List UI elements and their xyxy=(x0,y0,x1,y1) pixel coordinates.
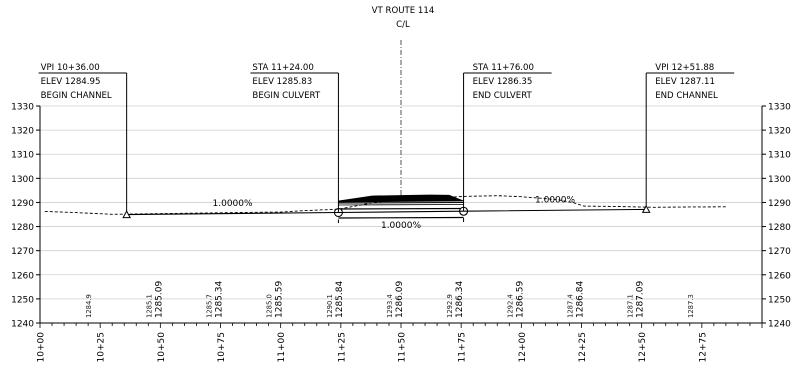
existing-elevation-label: 1293.4 xyxy=(386,294,394,318)
y-tick-label-left: 1260 xyxy=(11,271,34,281)
y-tick-label-left: 1290 xyxy=(11,199,34,209)
existing-elevation-label: 1285.0 xyxy=(266,294,274,318)
culvert-top xyxy=(338,207,464,210)
centerline-label: C/L xyxy=(396,20,410,30)
existing-elevation-label: 1285.1 xyxy=(145,294,153,318)
existing-elevation-label: 1287.3 xyxy=(687,294,695,318)
callout-elevation: ELEV 1284.95 xyxy=(41,77,101,87)
x-tick-label: 10+50 xyxy=(157,332,167,363)
design-elevation-label: 1286.84 xyxy=(575,281,585,318)
x-tick-label: 12+25 xyxy=(578,332,588,362)
x-tick-label: 12+50 xyxy=(638,332,648,363)
callout-description: BEGIN CULVERT xyxy=(252,91,320,101)
design-elevation-label: 1285.59 xyxy=(275,281,285,318)
x-tick-label: 11+75 xyxy=(458,332,468,362)
existing-elevation-label: 1287.4 xyxy=(566,294,574,318)
grade-label: 1.0000% xyxy=(535,195,575,205)
design-elevation-label: 1286.59 xyxy=(515,281,525,318)
existing-elevation-label: 1285.7 xyxy=(205,294,213,318)
y-tick-label-right: 1270 xyxy=(768,247,791,257)
y-tick-label-left: 1330 xyxy=(11,103,34,113)
y-tick-label-right: 1240 xyxy=(768,320,791,330)
existing-elevation-label: 1290.1 xyxy=(326,294,334,318)
road-section xyxy=(338,194,464,203)
y-tick-label-right: 1320 xyxy=(768,127,791,137)
y-tick-label-right: 1280 xyxy=(768,223,791,233)
grade-label: 1.0000% xyxy=(381,221,421,231)
x-tick-label: 10+75 xyxy=(217,332,227,362)
existing-elevation-label: 1292.4 xyxy=(506,294,514,318)
x-tick-label: 12+00 xyxy=(518,332,528,363)
existing-elevation-label: 1284.9 xyxy=(85,294,93,318)
y-tick-label-right: 1250 xyxy=(768,295,791,305)
design-elevation-label: 1285.09 xyxy=(154,281,164,318)
y-tick-label-left: 1250 xyxy=(11,295,34,305)
design-elevation-label: 1287.09 xyxy=(636,281,646,318)
y-tick-label-right: 1290 xyxy=(768,199,791,209)
x-tick-label: 11+50 xyxy=(398,332,408,363)
y-tick-label-right: 1300 xyxy=(768,175,791,185)
y-tick-label-left: 1300 xyxy=(11,175,34,185)
route-title: VT ROUTE 114 xyxy=(372,6,435,16)
design-elevation-label: 1286.09 xyxy=(395,281,405,318)
callout-station: STA 11+24.00 xyxy=(252,63,313,73)
existing-elevation-label: 1287.1 xyxy=(627,294,635,318)
profile-lines xyxy=(44,195,726,216)
tick-labels: 1240 1240 1250 1250 1260 1260 1270 1270 1280 1280… xyxy=(11,103,791,363)
callout-elevation: ELEV 1287.11 xyxy=(655,77,715,87)
design-elevation-label: 1285.84 xyxy=(335,281,345,318)
y-tick-label-left: 1240 xyxy=(11,320,34,330)
y-tick-label-left: 1310 xyxy=(11,151,34,161)
vpi-marker xyxy=(641,204,651,213)
y-tick-label-left: 1280 xyxy=(11,223,34,233)
callout-elevation: ELEV 1285.83 xyxy=(252,77,312,87)
x-tick-label: 12+75 xyxy=(698,332,708,362)
x-tick-label: 10+00 xyxy=(37,332,47,363)
callout-elevation: ELEV 1286.35 xyxy=(473,77,533,87)
culvert-bottom xyxy=(338,216,464,219)
y-tick-label-left: 1270 xyxy=(11,247,34,257)
roadway-subbase xyxy=(338,204,464,206)
existing-elevation-label: 1292.9 xyxy=(446,294,454,318)
callouts: VPI 10+36.00 ELEV 1284.95 BEGIN CHANNEL STA… xyxy=(38,63,735,219)
design-elevation-label: 1286.34 xyxy=(455,281,465,318)
x-tick-label: 10+25 xyxy=(97,332,107,362)
grade-labels: 1.0000% 1.0000% 1.0000% xyxy=(213,195,576,231)
y-tick-label-left: 1320 xyxy=(11,127,34,137)
design-profile-line xyxy=(126,208,647,216)
callout-description: END CULVERT xyxy=(473,91,533,101)
culvert-and-road xyxy=(333,40,469,223)
axes xyxy=(36,105,766,328)
callout-description: BEGIN CHANNEL xyxy=(41,91,112,101)
x-tick-label: 11+00 xyxy=(277,332,287,363)
elevation-labels: 1284.9 1285.1 1285.09 1285.7 1285.34 1285.0 12… xyxy=(85,281,695,318)
callout-description: END CHANNEL xyxy=(655,91,718,101)
y-tick-label-right: 1310 xyxy=(768,151,791,161)
existing-ground-line xyxy=(44,195,726,215)
roadway-base xyxy=(338,202,464,204)
callout-station: STA 11+76.00 xyxy=(473,63,534,73)
y-tick-label-right: 1330 xyxy=(768,103,791,113)
x-tick-label: 11+25 xyxy=(337,332,347,362)
grade-label: 1.0000% xyxy=(213,199,253,209)
header: VT ROUTE 114 C/L xyxy=(372,6,435,30)
design-elevation-label: 1285.34 xyxy=(214,281,224,318)
callout-station: VPI 10+36.00 xyxy=(41,63,100,73)
y-tick-label-right: 1260 xyxy=(768,271,791,281)
vpi-marker xyxy=(122,210,131,219)
callout-station: VPI 12+51.88 xyxy=(655,63,714,73)
